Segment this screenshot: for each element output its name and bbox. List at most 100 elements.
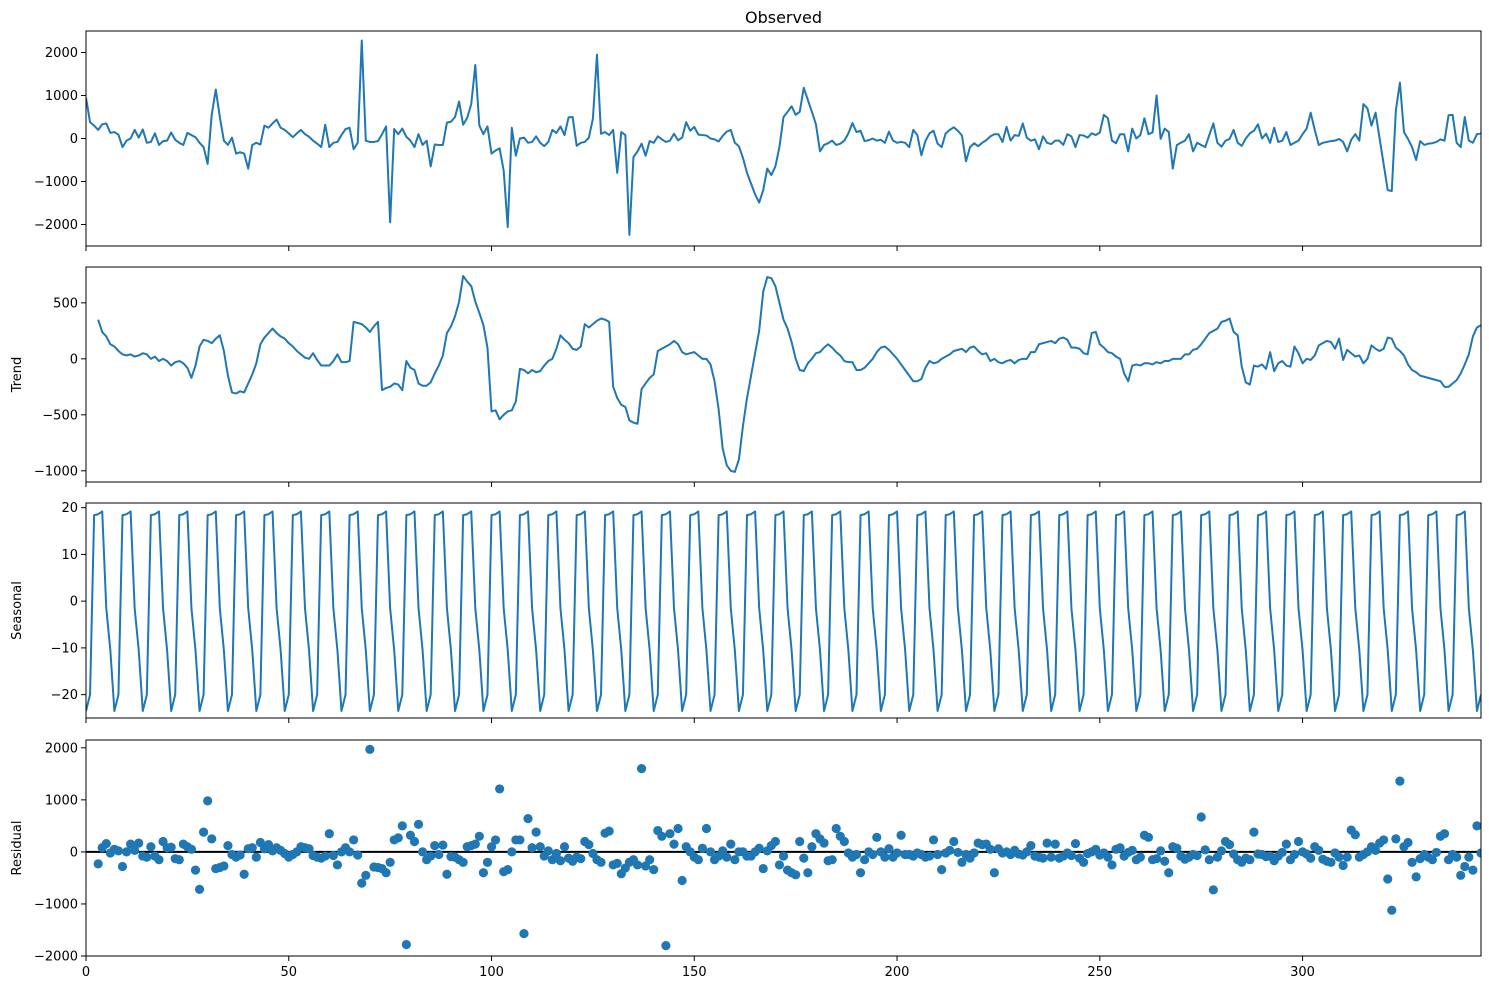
residual-point <box>803 868 813 878</box>
residual-point <box>397 821 407 831</box>
residual-point <box>555 856 566 866</box>
observed-panel: Observed −2000 −1000 0 1000 2000 <box>34 8 1482 251</box>
y-tick-label: 2000 <box>45 741 78 756</box>
axes-frame <box>85 739 1482 957</box>
residual-point <box>186 844 197 854</box>
residual-point <box>1026 841 1036 851</box>
residual-point <box>1472 821 1481 831</box>
residual-point <box>535 842 545 852</box>
residual-point <box>515 835 525 845</box>
residual-point <box>730 855 740 865</box>
axes-frame <box>85 30 1482 247</box>
y-tick-label: 0 <box>70 845 78 860</box>
residual-point <box>223 841 233 851</box>
residual-point <box>1464 852 1474 862</box>
residual-point <box>872 832 882 842</box>
residual-point <box>417 847 428 857</box>
residual-point <box>665 829 675 839</box>
residual-point <box>1046 852 1056 862</box>
residual-point <box>754 843 764 853</box>
residual-point <box>474 831 484 841</box>
trend-panel: Trend −1000 −500 0 500 <box>10 266 1482 487</box>
residual-point <box>365 744 375 754</box>
residual-point <box>851 849 862 860</box>
residual-point <box>636 764 647 774</box>
residual-point <box>470 839 480 849</box>
residual-point <box>251 852 261 862</box>
residual-point <box>1289 849 1300 860</box>
y-tick-label: 500 <box>53 296 78 311</box>
residual-point <box>1480 848 1481 854</box>
residual-point <box>199 827 209 837</box>
residual-point <box>649 865 659 875</box>
residual-point <box>121 847 132 857</box>
residual-point <box>1224 840 1235 850</box>
y-tick-label: 2000 <box>45 46 78 61</box>
residual-point <box>1164 868 1174 878</box>
residual-point <box>1156 846 1166 856</box>
residual-point <box>130 845 140 855</box>
residual-point <box>117 861 128 872</box>
residual-point <box>332 860 343 870</box>
residual-point <box>1204 855 1214 865</box>
x-tick-label: 50 <box>280 965 297 980</box>
residual-point <box>1151 854 1162 864</box>
residual-point <box>701 823 712 834</box>
residual-point <box>478 868 489 878</box>
residual-point <box>1066 850 1077 861</box>
residual-point <box>677 875 687 886</box>
axes-frame <box>85 266 1482 483</box>
residual-point <box>831 823 841 834</box>
residual-point <box>937 865 947 875</box>
residual-point <box>190 865 201 875</box>
residual-point <box>409 836 420 847</box>
residual-point <box>527 843 537 853</box>
seasonal-panel: Seasonal −20 −10 0 10 20 <box>10 501 1482 723</box>
residual-point <box>320 851 330 861</box>
residual-point <box>868 849 878 860</box>
residual-point <box>1172 843 1182 853</box>
residual-point <box>604 826 614 836</box>
y-tick-label: 0 <box>70 352 78 367</box>
chart-title: Observed <box>745 8 822 27</box>
residual-point <box>1135 852 1145 862</box>
residual-point <box>1314 845 1324 855</box>
residual-point <box>669 839 679 849</box>
residual-point <box>1383 874 1393 884</box>
residual-point <box>1468 865 1478 875</box>
residual-point <box>1391 834 1401 844</box>
y-tick-label: 20 <box>61 501 78 516</box>
residual-point <box>1326 857 1336 867</box>
residual-point <box>413 819 424 829</box>
residual-point <box>884 844 894 854</box>
residual-point <box>770 836 780 847</box>
residual-point <box>361 870 371 880</box>
residual-point <box>1216 846 1227 856</box>
residual-point <box>426 851 436 861</box>
residual-point <box>93 859 103 869</box>
residual-point <box>661 940 671 951</box>
residual-point <box>1200 845 1210 855</box>
residual-point <box>146 842 156 852</box>
residual-point <box>207 834 217 844</box>
residual-point <box>953 847 963 858</box>
residual-point <box>559 842 570 852</box>
residual-point <box>1427 855 1437 865</box>
residual-point <box>758 863 768 874</box>
residual-point <box>194 884 205 894</box>
residual-point <box>551 848 562 859</box>
y-tick-label: −20 <box>51 688 78 703</box>
residual-point <box>795 836 805 847</box>
residual-point <box>612 858 622 868</box>
residual-point <box>438 840 448 850</box>
residual-point <box>1431 847 1441 858</box>
residual-point <box>247 843 257 853</box>
residual-point <box>166 842 176 852</box>
residual-point <box>344 847 355 857</box>
residual-point <box>1342 852 1352 862</box>
residual-point <box>1107 860 1117 870</box>
residual-point <box>174 855 184 865</box>
residual-point <box>860 855 870 865</box>
residual-point <box>807 842 817 852</box>
